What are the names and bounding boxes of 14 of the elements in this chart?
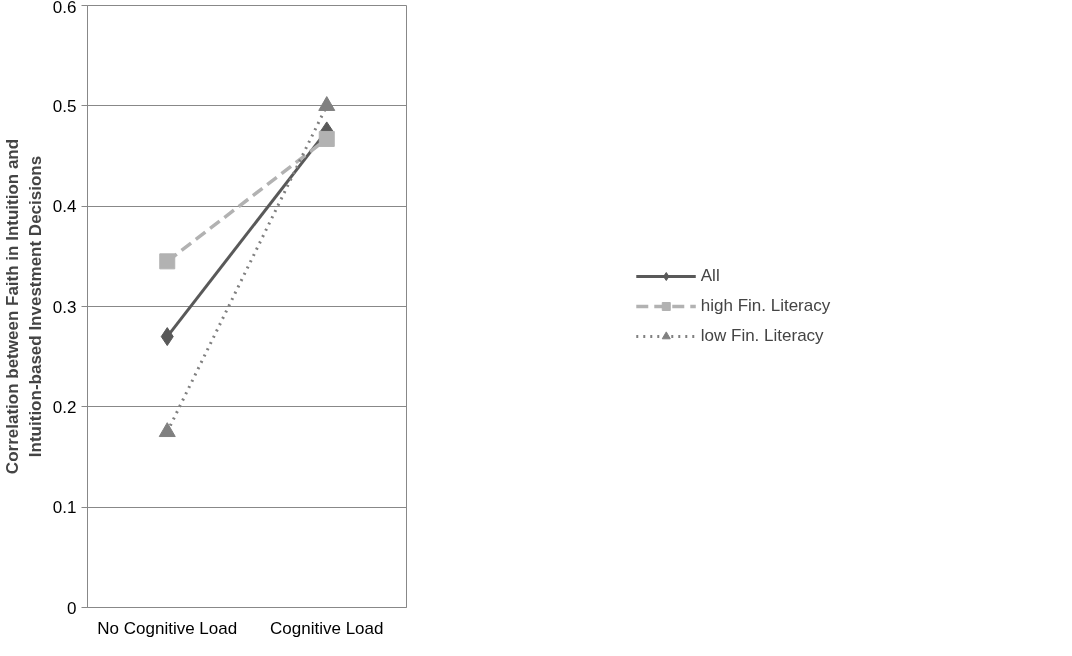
legend-label: low Fin. Literacy: [700, 326, 824, 346]
legend-label: All: [700, 266, 721, 286]
y-tick-label: 0.1: [52, 498, 77, 518]
y-tick-label: 0.2: [52, 397, 77, 417]
y-tick-label: 0.5: [52, 96, 77, 116]
legend-label: high Fin. Literacy: [700, 296, 831, 316]
y-axis-title: Correlation between Faith in Intuition and Intuition-based Investment Decisions: [3, 138, 45, 475]
x-tick-label: No Cognitive Load: [97, 618, 238, 638]
y-tick-label: 0.6: [52, 0, 77, 17]
y-tick-label: 0.3: [52, 297, 77, 317]
y-tick-label: 0: [67, 598, 77, 618]
x-tick-label: Cognitive Load: [270, 618, 384, 638]
point: [159, 253, 176, 270]
y-tick-label: 0.4: [52, 197, 77, 217]
